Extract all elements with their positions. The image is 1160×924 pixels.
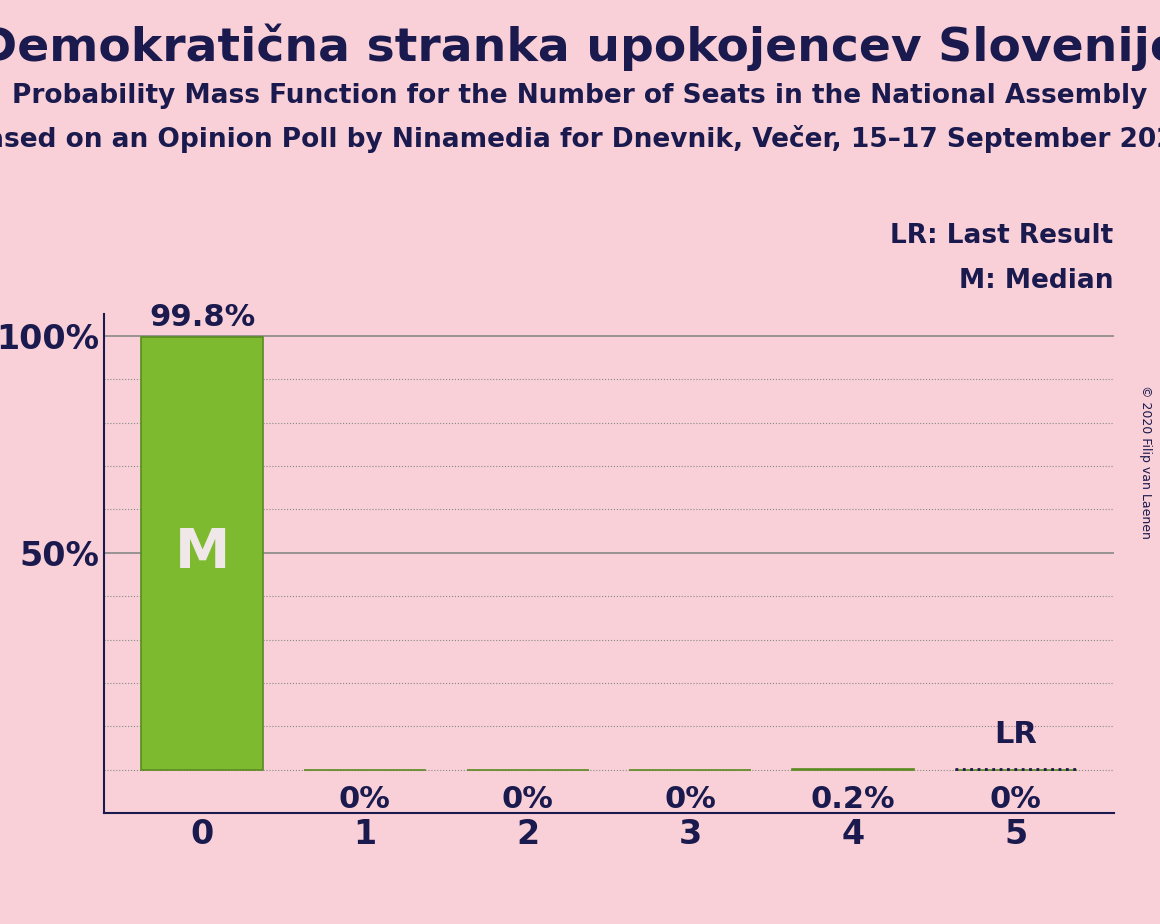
- Text: LR: Last Result: LR: Last Result: [891, 224, 1114, 249]
- Text: 0.2%: 0.2%: [811, 784, 896, 814]
- Text: LR: LR: [994, 721, 1037, 749]
- Text: © 2020 Filip van Laenen: © 2020 Filip van Laenen: [1139, 385, 1152, 539]
- Text: 0%: 0%: [339, 784, 391, 814]
- Text: M: Median: M: Median: [959, 268, 1114, 294]
- Text: Probability Mass Function for the Number of Seats in the National Assembly: Probability Mass Function for the Number…: [13, 83, 1147, 109]
- Bar: [142, 336, 263, 770]
- Text: 0%: 0%: [501, 784, 553, 814]
- Text: 0%: 0%: [989, 784, 1042, 814]
- Text: M: M: [174, 526, 230, 579]
- Text: Demokratična stranka upokojencev Slovenije: Demokratična stranka upokojencev Sloveni…: [0, 23, 1160, 70]
- Text: Based on an Opinion Poll by Ninamedia for Dnevnik, Večer, 15–17 September 2020: Based on an Opinion Poll by Ninamedia fo…: [0, 125, 1160, 152]
- Text: 99.8%: 99.8%: [148, 303, 255, 333]
- Text: 0%: 0%: [665, 784, 717, 814]
